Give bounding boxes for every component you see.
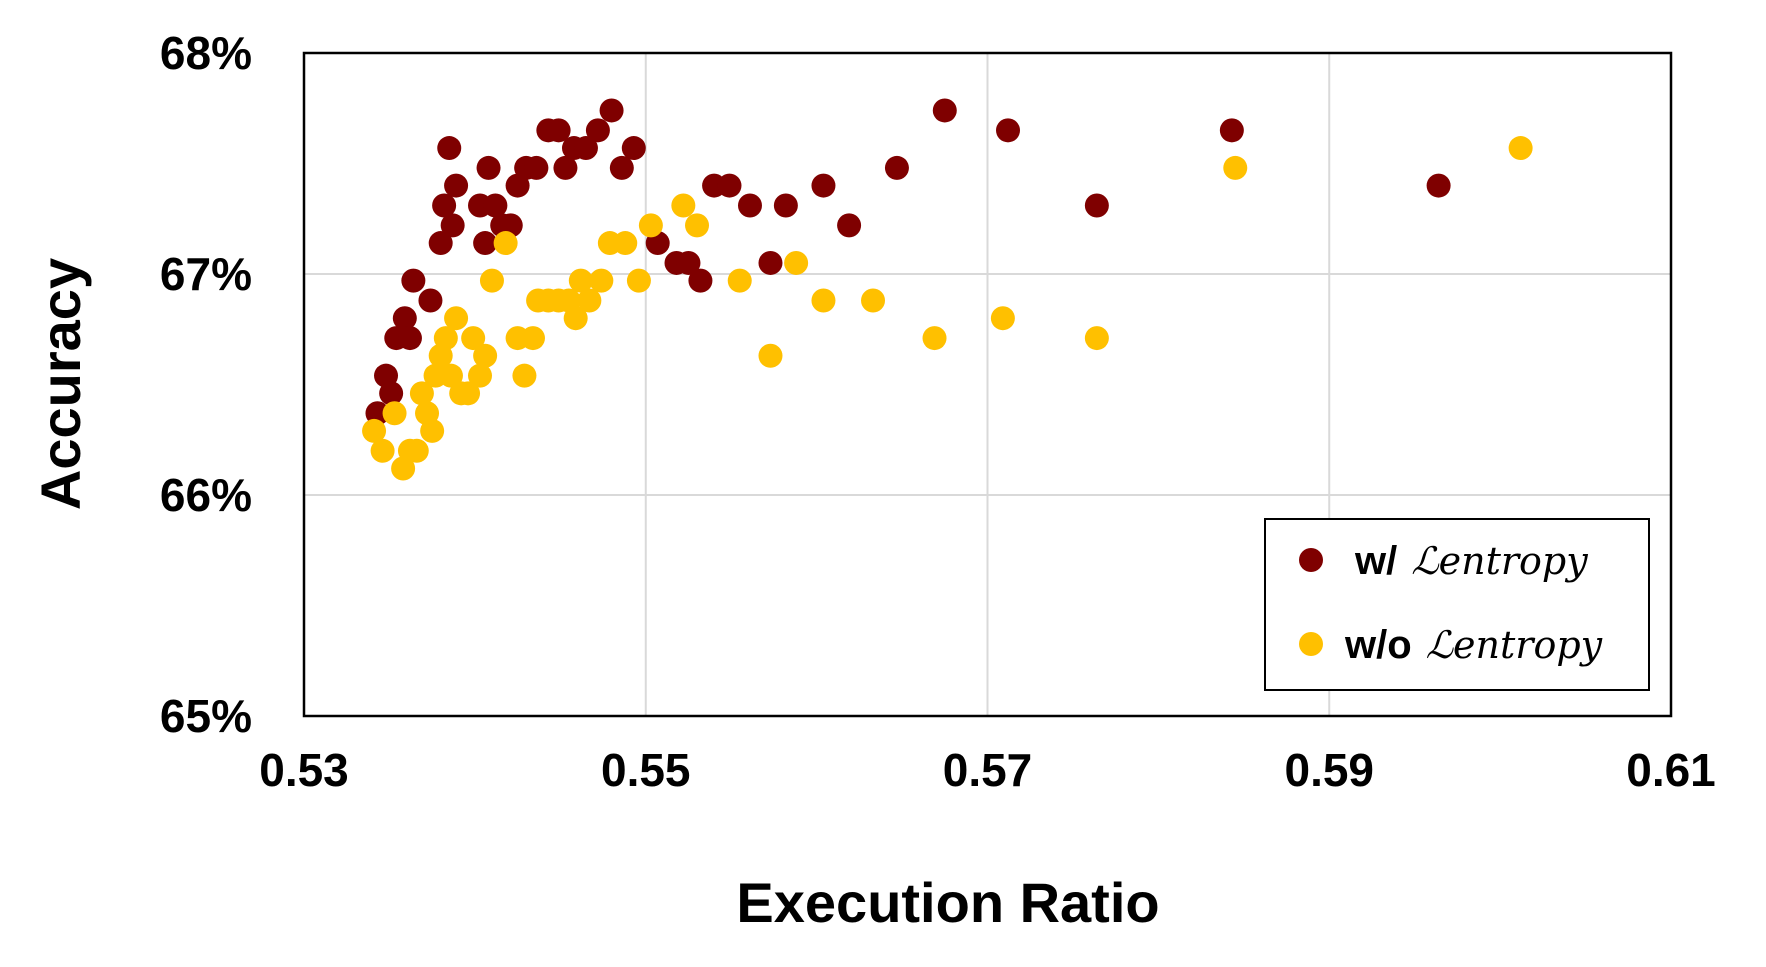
legend-marker-without-entropy [1299,632,1323,656]
legend-marker-with-entropy [1299,548,1323,572]
data-point [990,306,1015,331]
y-tick-label: 67% [160,248,252,300]
data-point [717,173,742,198]
data-point [461,326,486,351]
data-point [553,155,578,180]
data-point [401,268,426,293]
data-points [362,98,1533,481]
grid-lines [304,53,1671,716]
data-point [409,381,434,406]
data-point [884,155,909,180]
data-point [437,136,462,161]
data-point [811,288,836,313]
data-point [418,288,443,313]
legend-label-without-entropy: w/o ℒentropy [1344,623,1603,667]
series-with-entropy [365,98,1451,426]
data-point [568,268,593,293]
data-point [758,343,783,368]
x-tick-label: 0.61 [1626,744,1716,796]
data-point [382,401,407,426]
data-point [479,268,504,293]
data-point [573,136,598,161]
legend-box [1264,518,1650,691]
data-point [468,363,493,388]
data-point [1219,118,1244,143]
data-point [493,231,518,256]
legend-label-with-entropy: w/ ℒentropy [1354,539,1588,583]
data-point [444,173,469,198]
data-point [473,343,498,368]
data-point [727,268,752,293]
data-point [811,173,836,198]
data-point [1084,326,1109,351]
data-point [546,118,571,143]
data-point [456,381,481,406]
data-point [397,326,422,351]
data-point [773,193,798,218]
y-tick-label: 68% [160,27,252,79]
data-point [613,231,638,256]
data-point [428,231,453,256]
data-point [837,213,862,238]
data-point [524,155,549,180]
data-point [1508,136,1533,161]
data-point [362,418,387,443]
data-point [922,326,947,351]
data-point [577,288,602,313]
data-point [444,306,469,331]
data-point [483,193,508,218]
data-point [512,363,537,388]
data-point [473,231,498,256]
x-tick-label: 0.53 [259,744,349,796]
data-point [520,326,545,351]
data-point [589,268,614,293]
data-point [626,268,651,293]
data-point [784,250,809,275]
data-point [638,213,663,238]
data-point [433,326,458,351]
x-tick-label: 0.59 [1284,744,1374,796]
data-point [996,118,1021,143]
x-tick-label: 0.57 [943,744,1033,796]
y-axis-title: Accuracy [29,258,92,510]
x-axis-title: Execution Ratio [736,871,1159,934]
y-tick-label: 65% [160,690,252,742]
data-point [379,381,404,406]
data-point [621,136,646,161]
data-point [370,438,395,463]
data-point [438,363,463,388]
legend: w/ ℒentropy w/o ℒentropy [1264,518,1650,691]
series-without-entropy [362,136,1533,481]
data-point [563,306,588,331]
x-tick-labels: 0.53 0.55 0.57 0.59 0.61 [259,744,1716,796]
y-tick-labels: 65% 66% 67% 68% [160,27,252,742]
data-point [671,193,696,218]
data-point [609,155,634,180]
data-point [420,418,445,443]
x-tick-label: 0.55 [601,744,691,796]
data-point [599,98,624,123]
data-point [476,155,501,180]
data-point [861,288,886,313]
data-point [737,193,762,218]
data-point [1084,193,1109,218]
data-point [432,193,457,218]
data-point [758,250,783,275]
data-point [676,250,701,275]
data-point [585,118,610,143]
plot-frame [302,51,1673,718]
y-tick-label: 66% [160,469,252,521]
data-point [932,98,957,123]
data-point [685,213,710,238]
data-point [404,438,429,463]
data-point [1223,155,1248,180]
data-point [688,268,713,293]
data-point [392,306,417,331]
data-point [1426,173,1451,198]
data-point [440,213,465,238]
